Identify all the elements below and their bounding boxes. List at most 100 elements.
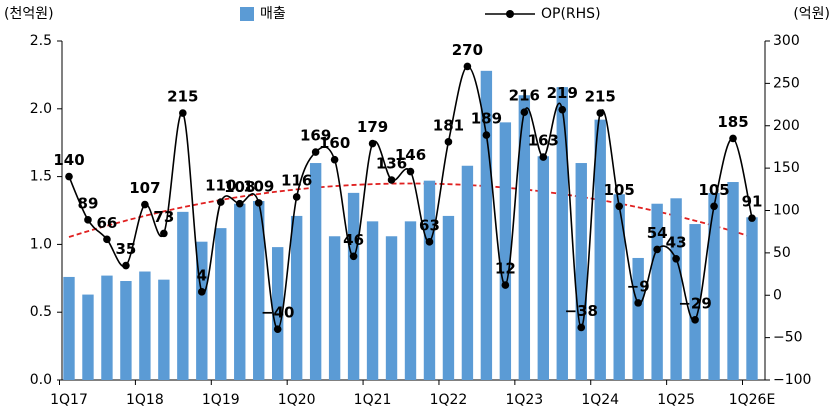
data-label: 215 xyxy=(585,88,616,106)
y-tick-label: 1.5 xyxy=(30,169,52,185)
bar xyxy=(347,192,360,380)
data-label: 89 xyxy=(78,194,99,212)
y2-tick-label: 300 xyxy=(773,33,800,49)
op-marker xyxy=(444,138,453,146)
op-marker xyxy=(349,252,358,261)
op-marker xyxy=(596,109,605,117)
op-marker xyxy=(330,155,339,164)
y2-tick-label: 100 xyxy=(773,203,800,219)
y2-axis-label: (억원) xyxy=(793,6,830,22)
legend-swatch xyxy=(240,7,254,21)
data-label: 270 xyxy=(452,41,483,59)
y-tick-label: 0.0 xyxy=(30,372,52,388)
x-tick-label: 1Q22 xyxy=(430,392,468,408)
bar xyxy=(651,203,663,380)
op-marker xyxy=(634,299,642,307)
op-marker xyxy=(84,216,92,224)
bar xyxy=(309,163,322,380)
op-marker xyxy=(710,202,718,211)
bar xyxy=(82,294,94,380)
op-marker xyxy=(368,139,377,148)
data-label: 46 xyxy=(343,231,364,249)
op-marker xyxy=(216,198,225,206)
data-label: 160 xyxy=(319,134,350,152)
y-tick-label: 2.5 xyxy=(30,33,52,49)
bar xyxy=(177,211,189,380)
y2-tick-label: 250 xyxy=(773,75,800,91)
x-tick-label: 1Q17 xyxy=(50,392,88,408)
bar xyxy=(689,224,701,380)
bar xyxy=(556,87,568,380)
bar xyxy=(499,122,512,381)
bar xyxy=(328,236,341,380)
x-tick-label: 1Q19 xyxy=(202,392,240,408)
x-tick-label: 1Q21 xyxy=(354,392,392,408)
y-tick-label: 0.5 xyxy=(30,304,52,320)
op-marker xyxy=(103,235,111,244)
y2-tick-label: −100 xyxy=(773,372,811,388)
data-label: 189 xyxy=(471,110,502,128)
x-tick-label: 1Q26E xyxy=(729,392,776,408)
x-tick-label: 1Q25 xyxy=(657,392,695,408)
bar xyxy=(196,241,208,380)
op-marker xyxy=(198,288,206,296)
data-label: 140 xyxy=(53,151,84,169)
x-tick-label: 1Q20 xyxy=(278,392,316,408)
op-marker xyxy=(160,229,168,238)
x-tick-label: 1Q24 xyxy=(581,392,619,408)
op-marker xyxy=(273,325,282,333)
bar xyxy=(158,279,170,380)
op-marker xyxy=(235,199,244,208)
data-label: 63 xyxy=(419,216,440,234)
data-label: 110 xyxy=(205,177,236,195)
op-marker xyxy=(748,214,756,222)
legend-marker xyxy=(506,10,514,18)
op-marker xyxy=(463,62,472,71)
op-marker xyxy=(292,193,301,201)
x-tick-label: 1Q23 xyxy=(505,392,543,408)
op-marker xyxy=(539,153,548,161)
op-marker xyxy=(691,316,699,324)
bar xyxy=(461,165,474,380)
op-marker xyxy=(406,167,415,176)
y-tick-label: 2.0 xyxy=(30,101,52,117)
data-label: 109 xyxy=(243,177,274,195)
y2-tick-label: −50 xyxy=(773,330,803,346)
bar xyxy=(613,194,625,380)
data-label: 219 xyxy=(547,84,578,102)
data-label: 43 xyxy=(666,233,687,251)
bar xyxy=(253,201,265,380)
bar xyxy=(594,119,606,380)
data-label: 66 xyxy=(97,214,118,232)
data-label: −40 xyxy=(261,304,294,322)
op-marker xyxy=(122,261,130,270)
op-marker xyxy=(65,172,73,181)
bar xyxy=(480,70,493,380)
data-label: 116 xyxy=(281,171,312,189)
op-marker xyxy=(729,134,737,143)
bar xyxy=(727,182,739,380)
data-label: −38 xyxy=(565,302,598,320)
data-label: 179 xyxy=(357,118,388,136)
data-label: −29 xyxy=(678,294,711,312)
data-label: 4 xyxy=(197,266,207,284)
op-marker xyxy=(482,131,491,139)
bar xyxy=(423,180,436,380)
data-label: 216 xyxy=(509,87,540,105)
bar xyxy=(215,228,227,380)
bar xyxy=(234,203,246,380)
data-label: 91 xyxy=(742,193,763,211)
op-marker xyxy=(520,108,529,116)
data-label: −9 xyxy=(627,277,650,295)
bar xyxy=(63,276,75,380)
data-label: 35 xyxy=(115,240,136,258)
bar xyxy=(708,192,720,380)
data-label: 136 xyxy=(376,154,407,172)
y2-tick-label: 50 xyxy=(773,245,791,261)
data-label: 169 xyxy=(300,127,331,145)
y2-tick-label: 200 xyxy=(773,118,800,134)
op-marker xyxy=(387,176,396,184)
data-label: 105 xyxy=(604,181,635,199)
op-marker xyxy=(653,245,661,254)
bar xyxy=(537,156,549,380)
